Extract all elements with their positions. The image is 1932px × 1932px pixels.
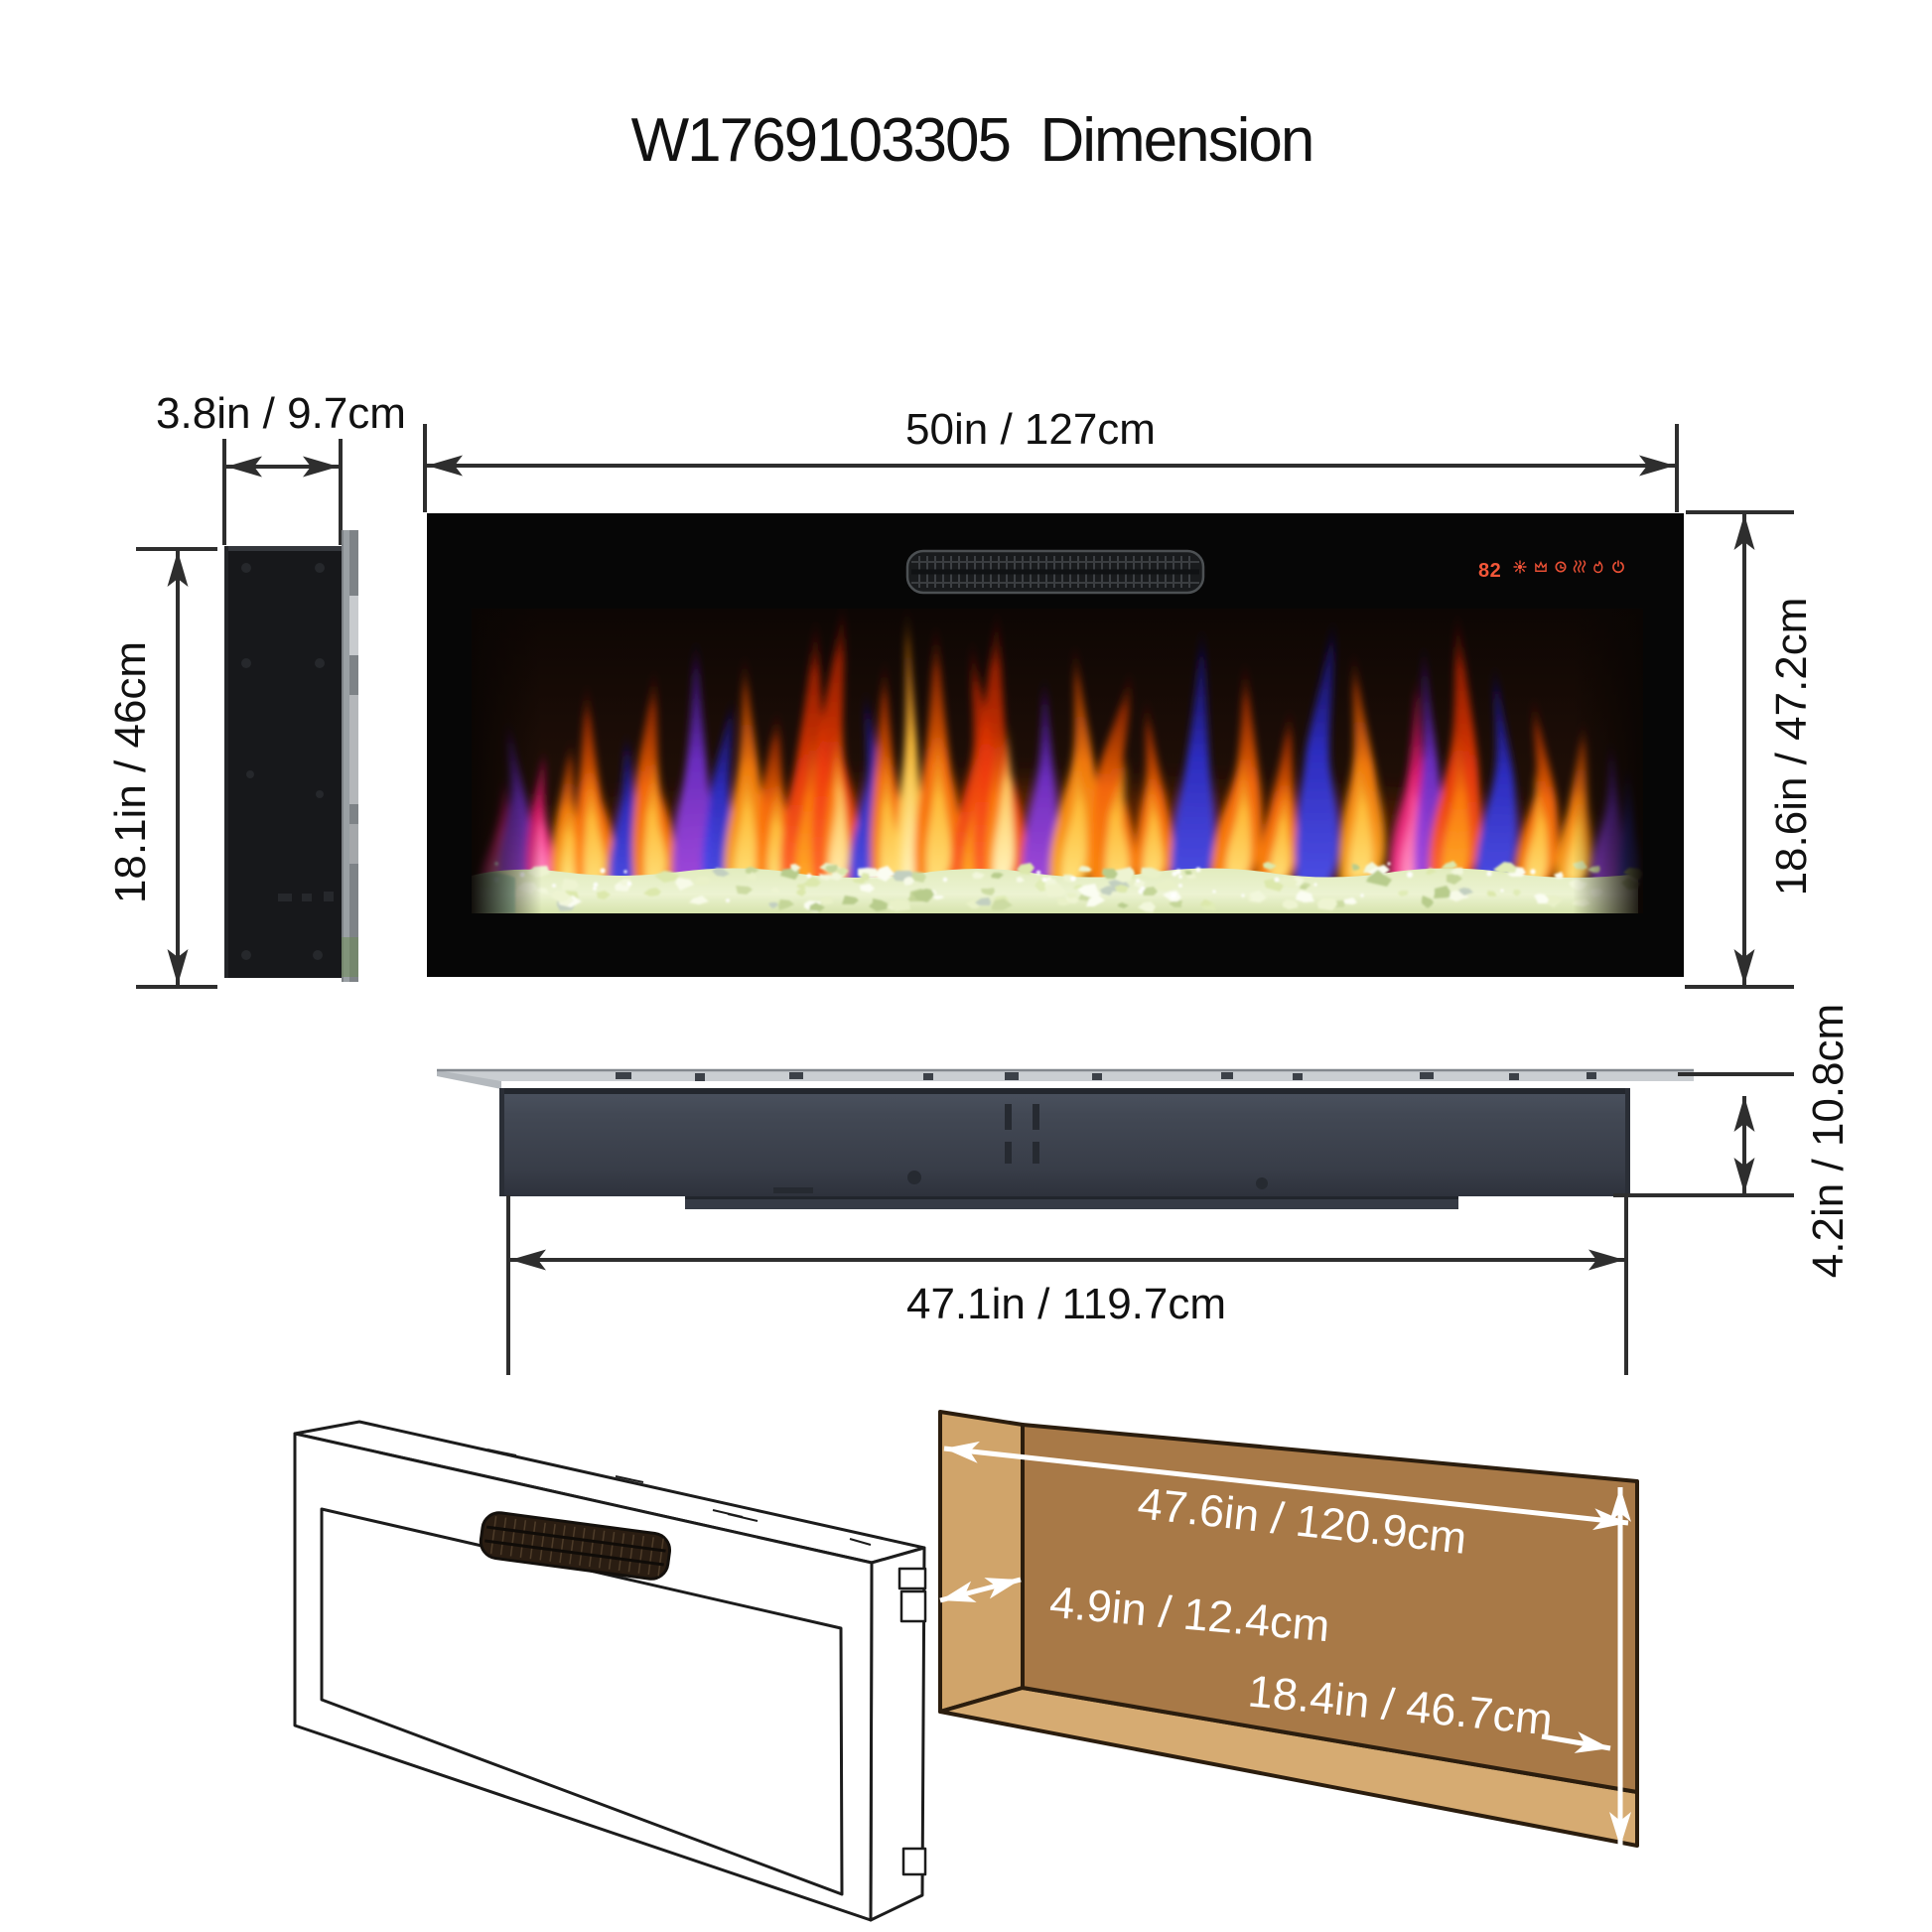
svg-text:18.1in / 46cm: 18.1in / 46cm [106,641,155,903]
svg-text:47.1in / 119.7cm: 47.1in / 119.7cm [906,1280,1226,1328]
svg-text:18.6in / 47.2cm: 18.6in / 47.2cm [1767,598,1816,897]
svg-text:82: 82 [1478,560,1501,582]
svg-text:50in / 127cm: 50in / 127cm [905,405,1156,454]
svg-text:W1769103305 Dimension: W1769103305 Dimension [631,106,1313,175]
svg-text:3.8in / 9.7cm: 3.8in / 9.7cm [156,389,406,438]
svg-text:4.2in / 10.8cm: 4.2in / 10.8cm [1804,1004,1853,1278]
